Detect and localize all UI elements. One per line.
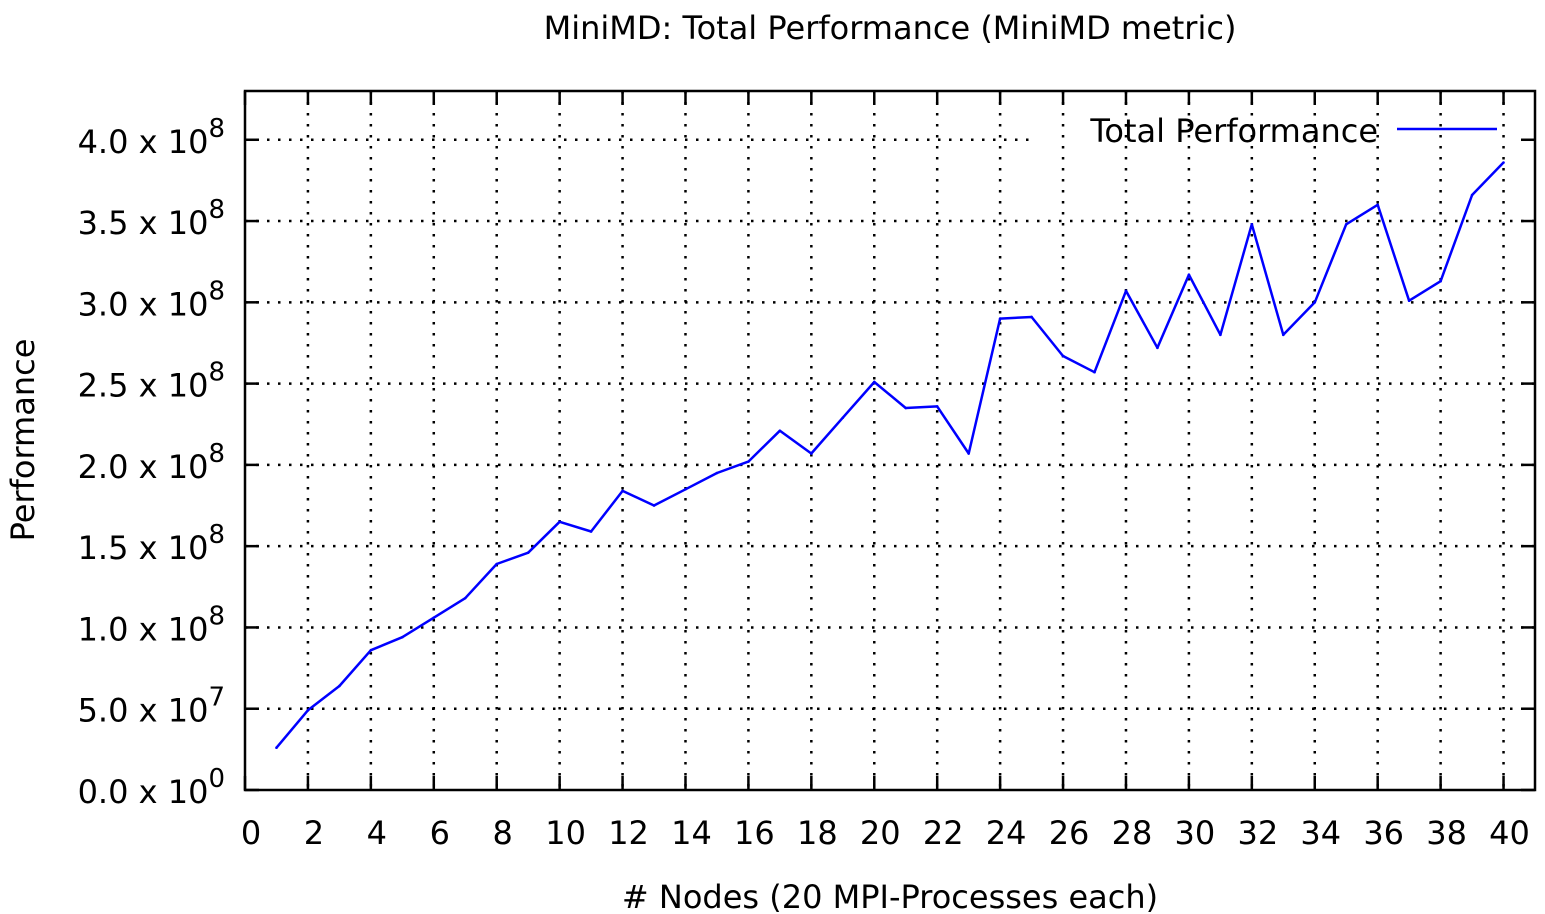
data-point [1407,299,1411,303]
data-point [621,489,624,493]
x-tick-label: 20 [860,814,901,852]
y-tick-label: 2.5 x 108 [78,358,225,405]
x-axis-ticks: 0 2 4 6 8 10 12 14 16 18 20 22 24 26 28 30 32 34 36 38 40 [241,91,1530,852]
data-point [558,520,561,524]
y-tick-label: 2.0 x 108 [78,439,225,486]
data-point [1156,346,1159,350]
data-point [841,416,845,420]
y-axis-label: Performance [4,339,42,542]
data-point [684,487,687,491]
x-tick-label: 6 [430,814,450,852]
data-point [1344,222,1348,226]
data-point [1124,289,1128,293]
legend-label: Total Performance [1089,112,1378,150]
x-tick-label: 16 [734,814,775,852]
x-tick-label: 18 [797,814,838,852]
data-point [904,406,908,410]
x-tick-label: 10 [545,814,586,852]
x-tick-label: 0 [241,814,261,852]
x-tick-label: 8 [493,814,513,852]
y-tick-label: 1.0 x 108 [78,601,225,648]
data-point [715,471,719,475]
x-tick-label: 32 [1237,814,1278,852]
plot-frame [243,89,1537,792]
data-point [1439,279,1442,283]
data-point [1219,333,1222,337]
y-tick-label: 5.0 x 107 [78,683,225,730]
data-point [495,562,499,566]
series-line [275,161,1505,749]
y-tick-label: 3.5 x 108 [78,195,225,242]
x-tick-label: 34 [1300,814,1341,852]
x-tick-label: 14 [671,814,712,852]
data-point [747,460,750,463]
data-point [967,452,970,455]
x-tick-label: 30 [1175,814,1216,852]
data-point [1470,193,1474,197]
data-point [935,405,939,408]
chart-title: MiniMD: Total Performance (MiniMD metric… [544,9,1237,47]
data-point [306,709,310,712]
y-tick-label: 4.0 x 108 [78,114,225,161]
x-tick-label: 24 [986,814,1027,852]
data-point [652,504,656,507]
y-tick-label: 3.0 x 108 [78,276,225,323]
x-tick-label: 22 [923,814,964,852]
x-tick-label: 40 [1489,814,1530,852]
grid [245,91,1535,790]
data-point [1376,203,1379,207]
y-tick-label: 1.5 x 108 [78,520,225,567]
data-point [1502,161,1505,164]
data-point [589,530,593,533]
data-point [810,452,813,455]
legend: Total Performance [1089,112,1497,150]
data-point [338,684,341,688]
data-point [998,317,1002,320]
x-axis-label: # Nodes (20 MPI-Processes each) [622,878,1158,914]
data-point [1030,315,1033,319]
data-point [1061,354,1065,358]
data-point [1313,301,1317,304]
data-point [432,616,436,619]
series-layer [275,161,1505,750]
data-point [1187,273,1191,276]
x-tick-label: 2 [304,814,324,852]
x-tick-label: 4 [367,814,387,852]
data-point [463,596,467,600]
x-tick-label: 36 [1363,814,1404,852]
data-point [872,380,876,384]
data-point [1093,370,1096,374]
x-tick-label: 28 [1112,814,1153,852]
data-point [369,648,373,652]
data-point [778,429,782,433]
data-point [275,746,278,750]
data-point [1281,333,1285,337]
x-tick-label: 12 [608,814,649,852]
y-axis-ticks: 0.0 x 100 5.0 x 107 1.0 x 108 1.5 x 108 2.0 … [78,114,1535,811]
y-tick-label: 0.0 x 100 [78,764,225,811]
data-point [1250,222,1254,226]
x-tick-label: 26 [1049,814,1090,852]
data-point [526,551,530,554]
data-point [401,635,404,639]
x-tick-label: 38 [1426,814,1467,852]
